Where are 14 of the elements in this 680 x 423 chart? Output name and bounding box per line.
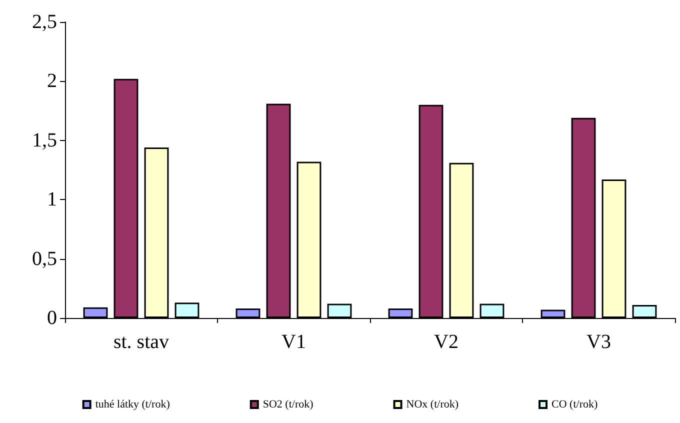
x-tick-label: st. stav (113, 331, 170, 353)
legend-label: NOx (t/rok) (406, 398, 459, 410)
y-tick-label: 0,5 (32, 248, 57, 270)
x-tick-label: V3 (586, 331, 611, 353)
y-tick-label: 2,5 (32, 11, 57, 33)
y-tick-label: 1,5 (32, 129, 57, 152)
legend-label: SO2 (t/rok) (262, 398, 314, 410)
x-tick-label: V2 (434, 331, 458, 353)
y-tick-label: 2 (47, 70, 57, 92)
x-tick-label: V1 (282, 331, 306, 353)
legend-label: tuhé látky (t/rok) (95, 398, 170, 410)
y-tick-label: 1 (47, 188, 57, 211)
y-tick-label: 0 (47, 307, 57, 329)
legend-label: CO (t/rok) (552, 398, 598, 410)
